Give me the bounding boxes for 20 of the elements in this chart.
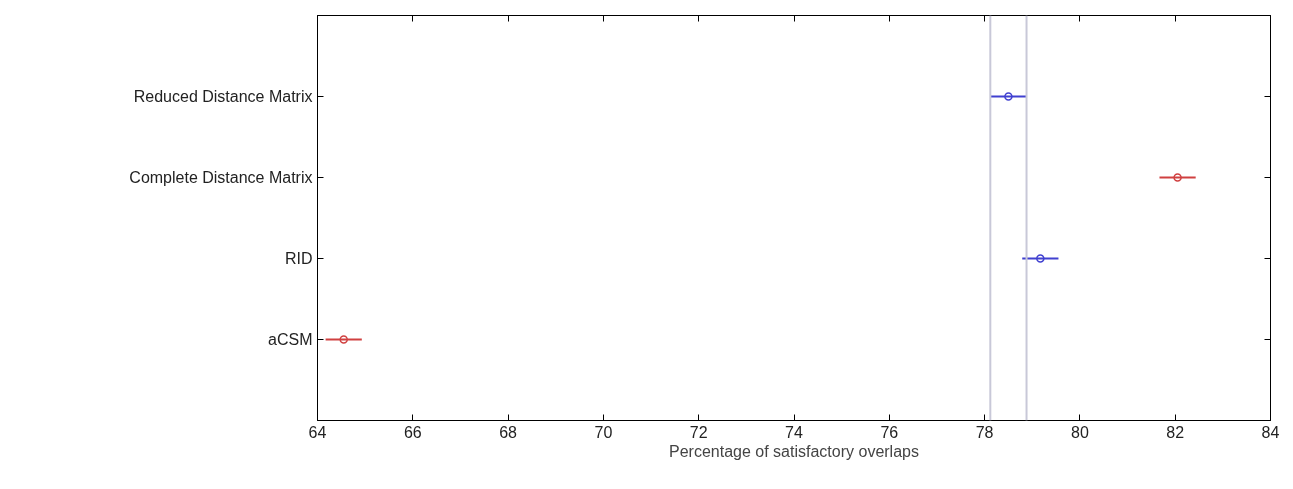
y-tick-label: Reduced Distance Matrix (133, 88, 313, 105)
x-tick-label: 68 (499, 423, 518, 441)
x-tick-label: 82 (1166, 423, 1185, 441)
x-tick-label: 70 (594, 423, 613, 441)
x-tick-label: 64 (308, 423, 327, 441)
point (1004, 92, 1013, 101)
x-tick-label: 66 (403, 423, 422, 441)
x-axis-title: Percentage of satisfactory overlaps (669, 442, 919, 460)
y-tick-label: Complete Distance Matrix (129, 169, 313, 186)
x-tick-label: 80 (1071, 423, 1089, 441)
x-tick-label: 84 (1261, 423, 1280, 441)
x-tick-label: 76 (880, 423, 899, 441)
x-tick-label: 74 (785, 423, 803, 441)
point (339, 335, 348, 344)
x-tick-label: 78 (975, 423, 994, 441)
y-tick-label: RID (284, 250, 313, 267)
point (1036, 254, 1045, 263)
y-tick-label: aCSM (268, 331, 313, 348)
point (1173, 173, 1182, 182)
x-tick-label: 72 (689, 423, 708, 441)
